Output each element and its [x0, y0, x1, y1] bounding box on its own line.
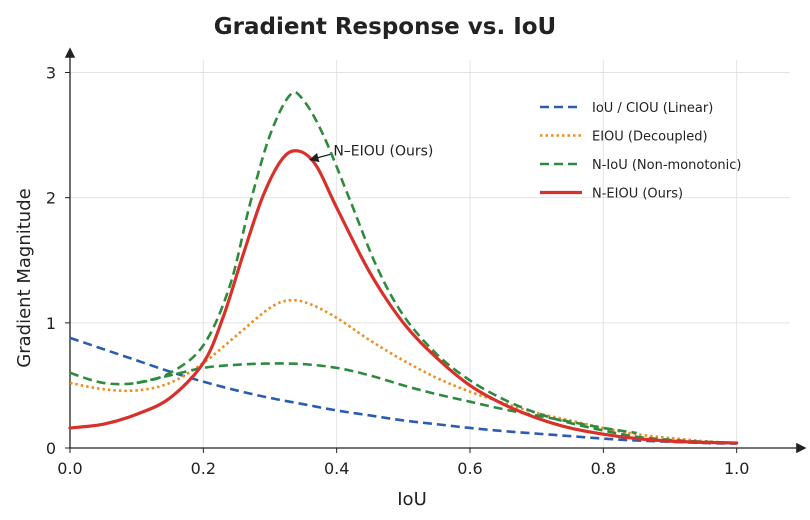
- x-tick-label-1: 0.2: [191, 459, 216, 478]
- series-line-4: [68, 149, 739, 445]
- legend-label-2: N-IoU (Non-monotonic): [592, 158, 741, 173]
- x-tick-label-4: 0.8: [591, 459, 616, 478]
- legend-label-1: EIOU (Decoupled): [592, 130, 708, 145]
- y-axis-label: Gradient Magnitude: [14, 188, 35, 367]
- legend: IoU / CIOU (Linear) EIOU (Decoupled) N-IoU…: [540, 101, 741, 202]
- legend-label-0: IoU / CIOU (Linear): [592, 101, 713, 116]
- x-tick-label-3: 0.6: [457, 459, 482, 478]
- annotation-text: N–EIOU (Ours): [333, 143, 433, 159]
- series-line-3: [136, 362, 637, 435]
- series-line-2: [69, 91, 737, 445]
- y-tick-label-3: 3: [46, 64, 56, 83]
- x-tick-label-5: 1.0: [724, 459, 749, 478]
- grid-lines: [70, 60, 790, 448]
- x-tick-labels: 0.0 0.2 0.4 0.6 0.8 1.0: [57, 448, 749, 478]
- annotation-arrow: [309, 152, 331, 163]
- y-tick-labels: 0 1 2 3: [46, 64, 70, 458]
- chart-title: Gradient Response vs. IoU: [214, 14, 556, 40]
- peak-annotation: N–EIOU (Ours): [309, 143, 433, 163]
- axes: [64, 47, 807, 454]
- series-lines: [68, 91, 739, 445]
- legend-label-3: N-EIOU (Ours): [592, 187, 683, 202]
- x-tick-label-2: 0.4: [324, 459, 349, 478]
- y-tick-label-1: 1: [46, 314, 56, 333]
- y-tick-label-2: 2: [46, 189, 56, 208]
- series-line-0: [69, 336, 737, 445]
- x-tick-label-0: 0.0: [57, 459, 82, 478]
- x-axis-label: IoU: [397, 489, 427, 510]
- y-tick-label-0: 0: [46, 439, 56, 458]
